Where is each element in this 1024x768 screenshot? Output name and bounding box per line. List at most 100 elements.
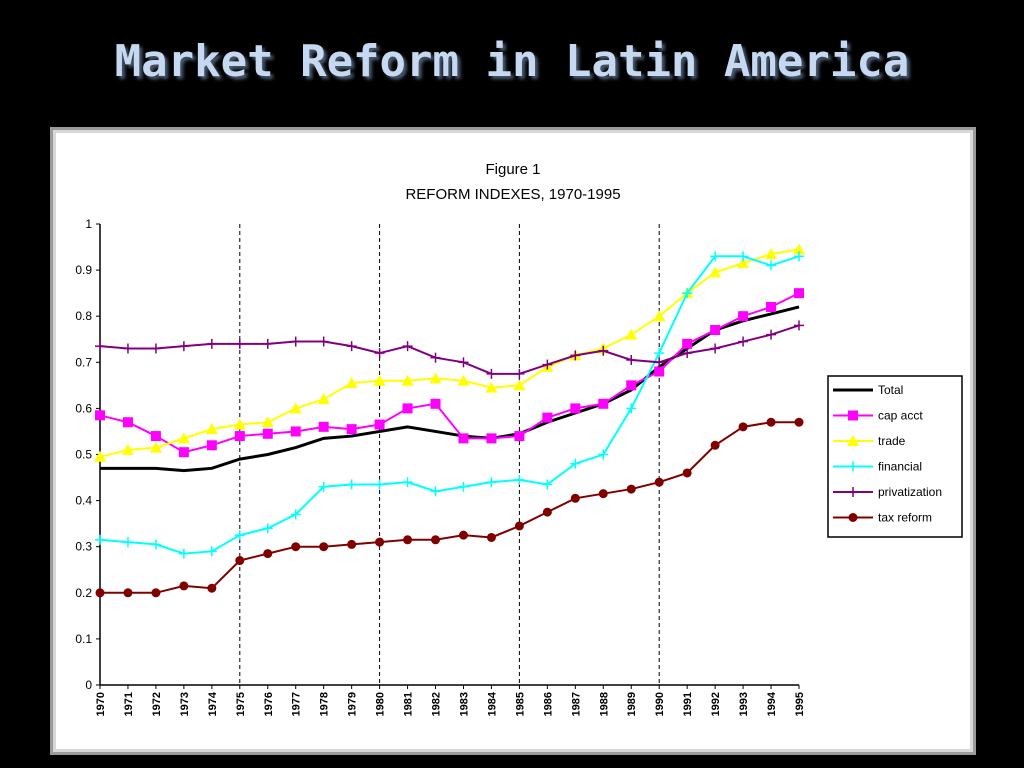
data-point bbox=[290, 509, 301, 520]
data-point bbox=[403, 535, 413, 545]
y-tick-label: 0.7 bbox=[75, 355, 92, 369]
data-point bbox=[486, 433, 497, 444]
data-point bbox=[178, 341, 189, 352]
y-tick-label: 0.8 bbox=[75, 309, 92, 323]
chart-frame: Figure 1 REFORM INDEXES, 1970-1995 0 0.1 0… bbox=[50, 127, 976, 755]
data-point bbox=[318, 421, 329, 432]
data-point bbox=[178, 548, 189, 559]
legend-item-cap-acct: cap acct bbox=[833, 409, 923, 423]
vertical-markers bbox=[239, 224, 660, 685]
data-point bbox=[290, 426, 301, 437]
data-point bbox=[401, 374, 414, 386]
y-tick-label: 0 bbox=[85, 678, 92, 692]
x-tick-label: 1974 bbox=[207, 691, 219, 716]
data-point bbox=[123, 588, 133, 598]
data-point bbox=[233, 418, 246, 430]
x-tick-label: 1975 bbox=[235, 692, 247, 716]
data-point bbox=[347, 539, 357, 549]
legend-label: trade bbox=[878, 434, 906, 448]
y-tick-label: 0.9 bbox=[75, 263, 92, 277]
data-point bbox=[234, 431, 245, 442]
x-tick-label: 1976 bbox=[263, 692, 275, 716]
data-point bbox=[570, 403, 581, 414]
data-point bbox=[542, 479, 553, 490]
data-point bbox=[485, 381, 498, 393]
legend-label: cap acct bbox=[878, 409, 923, 423]
data-point bbox=[710, 343, 721, 354]
data-point bbox=[235, 556, 245, 566]
legend-label: privatization bbox=[878, 485, 942, 499]
x-tick-label: 1979 bbox=[347, 692, 359, 716]
y-tick-label: 0.5 bbox=[75, 448, 92, 462]
data-point bbox=[262, 428, 273, 439]
data-point bbox=[374, 348, 385, 359]
data-point bbox=[205, 423, 218, 435]
data-point bbox=[374, 479, 385, 490]
x-tick-label: 1987 bbox=[570, 692, 582, 716]
data-point bbox=[738, 251, 749, 262]
x-tick-label: 1977 bbox=[291, 692, 303, 716]
series-line-cap-acct bbox=[99, 292, 800, 454]
series-trade bbox=[94, 243, 805, 462]
x-tick-label: 1984 bbox=[486, 691, 498, 716]
series-line-financial bbox=[99, 255, 800, 555]
data-point bbox=[793, 243, 805, 255]
legend: Total cap acct trade financial privatization… bbox=[827, 375, 963, 538]
series-lines bbox=[94, 243, 805, 598]
data-point bbox=[709, 266, 722, 278]
legend-item-privatization: privatization bbox=[833, 485, 942, 499]
data-point bbox=[262, 523, 273, 534]
data-point bbox=[738, 336, 749, 347]
data-point bbox=[654, 477, 664, 487]
data-point bbox=[178, 447, 189, 458]
data-point bbox=[430, 486, 441, 497]
y-tick-label: 0.4 bbox=[75, 494, 92, 508]
data-point bbox=[458, 481, 469, 492]
data-point bbox=[654, 366, 665, 377]
series-line-total bbox=[100, 305, 800, 473]
data-point bbox=[318, 336, 329, 347]
data-point bbox=[290, 336, 301, 347]
data-point bbox=[514, 431, 525, 442]
data-point bbox=[625, 328, 638, 340]
series-line-tax-reform bbox=[100, 421, 799, 594]
data-point bbox=[179, 581, 189, 591]
data-point bbox=[374, 419, 385, 430]
data-point bbox=[542, 359, 553, 370]
data-point bbox=[542, 412, 553, 423]
legend-label: Total bbox=[878, 383, 903, 397]
data-point bbox=[458, 433, 469, 444]
data-point bbox=[345, 377, 358, 389]
x-tick-label: 1983 bbox=[458, 692, 470, 716]
data-point bbox=[710, 325, 721, 336]
data-point bbox=[766, 260, 777, 271]
data-point bbox=[430, 352, 441, 363]
data-point bbox=[486, 477, 497, 488]
data-point bbox=[514, 368, 525, 379]
data-point bbox=[766, 329, 777, 340]
legend-item-tax-reform: tax reform bbox=[833, 511, 932, 525]
x-tick-label: 1973 bbox=[179, 692, 191, 716]
data-point bbox=[738, 422, 748, 432]
data-point bbox=[346, 424, 357, 435]
data-point bbox=[682, 338, 693, 349]
legend-item-financial: financial bbox=[833, 460, 922, 474]
data-point bbox=[542, 507, 552, 517]
data-point bbox=[261, 416, 274, 428]
data-point bbox=[151, 588, 161, 598]
data-point bbox=[766, 417, 776, 427]
x-tick-label: 1994 bbox=[766, 691, 778, 716]
data-point bbox=[402, 341, 413, 352]
data-point bbox=[262, 338, 273, 349]
x-tick-label: 1980 bbox=[375, 692, 387, 716]
legend-label: tax reform bbox=[878, 511, 932, 525]
data-point bbox=[682, 348, 693, 359]
data-point bbox=[626, 354, 637, 365]
data-point bbox=[234, 338, 245, 349]
data-point bbox=[794, 288, 804, 299]
data-point bbox=[710, 251, 721, 262]
data-point bbox=[682, 468, 692, 478]
data-point bbox=[94, 450, 106, 462]
data-point bbox=[95, 341, 105, 352]
data-point bbox=[847, 435, 859, 446]
